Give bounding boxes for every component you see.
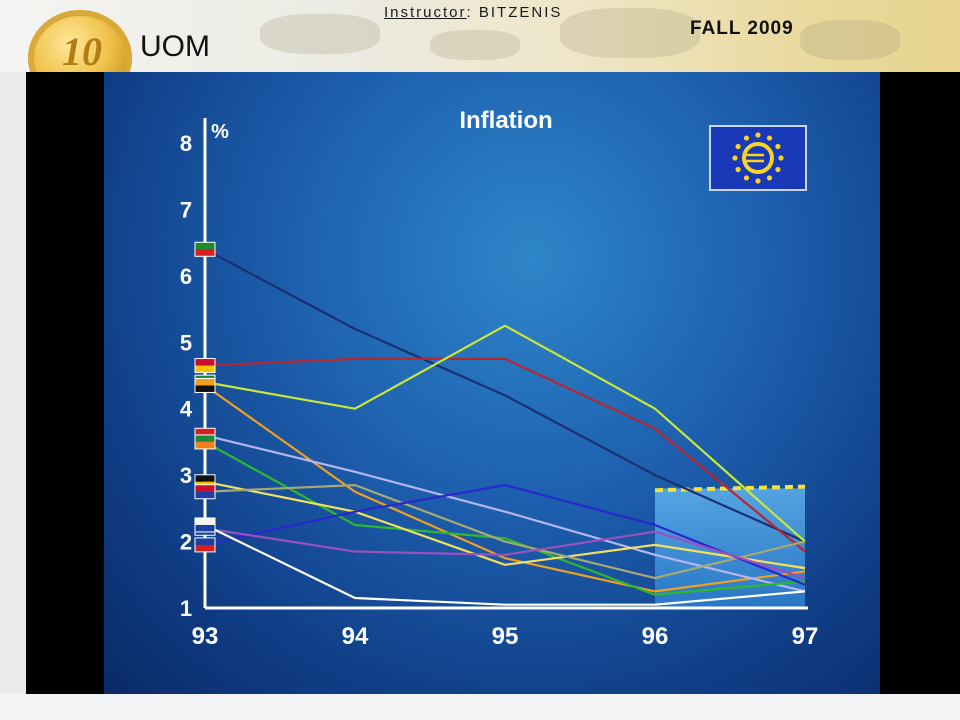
series-line <box>204 440 806 596</box>
map-background <box>430 30 520 60</box>
x-tick-label: 95 <box>492 623 519 650</box>
eu-star <box>735 143 741 150</box>
country-flag-icon <box>194 358 216 374</box>
x-tick-label: 93 <box>192 623 219 650</box>
country-flag-icon <box>194 517 216 533</box>
y-tick-label: 3 <box>180 463 192 488</box>
country-flag-icon <box>194 377 216 393</box>
series-line <box>204 480 806 570</box>
eu-star <box>775 143 781 150</box>
y-tick-label: 1 <box>180 596 192 621</box>
series-line <box>204 384 806 593</box>
eu-star <box>732 155 738 161</box>
eu-star <box>743 135 750 141</box>
chart-title: Inflation <box>459 107 552 134</box>
map-background <box>800 20 900 60</box>
y-axis-unit: % <box>211 121 229 143</box>
country-flag-icon <box>194 537 216 553</box>
y-tick-label: 7 <box>180 197 192 222</box>
eu-star <box>775 166 781 173</box>
y-tick-label: 4 <box>180 397 193 422</box>
left-margin <box>0 72 26 694</box>
series-line <box>204 357 806 553</box>
y-tick-label: 2 <box>180 530 192 555</box>
coin-denomination: 10 <box>62 29 102 72</box>
euro-flag <box>709 125 807 191</box>
series-line <box>204 527 806 580</box>
y-tick-label: 6 <box>180 264 192 289</box>
x-tick-label: 96 <box>642 623 669 650</box>
y-tick-label: 8 <box>180 131 192 156</box>
instructor-name: : BITZENIS <box>466 4 563 21</box>
map-background <box>260 14 380 54</box>
country-flag-icon <box>194 434 216 450</box>
eu-star <box>766 135 773 141</box>
eu-star <box>778 155 784 161</box>
slide-footer <box>0 694 960 720</box>
semester-label: FALL 2009 <box>690 18 794 39</box>
instructor-line: Instructor: BITZENIS <box>384 4 562 21</box>
country-flag-icon <box>194 241 216 257</box>
series-line <box>204 324 806 543</box>
eu-star <box>766 175 773 181</box>
eu-star <box>735 166 741 173</box>
eu-star <box>743 175 750 181</box>
series-line <box>204 523 806 606</box>
x-tick-label: 97 <box>792 623 819 650</box>
series-line <box>204 484 806 586</box>
series-line <box>204 484 806 580</box>
series-line <box>204 248 806 543</box>
map-background <box>560 8 700 58</box>
eu-stars <box>732 132 784 184</box>
eu-star <box>755 178 761 184</box>
uom-logo-text: UOM <box>140 30 210 63</box>
slide-header: 10 UOM Instructor: BITZENIS FALL 2009 <box>0 0 960 72</box>
euro-coin-logo: 10 <box>28 10 132 72</box>
x-tick-label: 94 <box>342 623 369 650</box>
eu-star <box>755 132 761 138</box>
euro-symbol <box>742 142 774 174</box>
country-flag-icon <box>194 484 216 500</box>
instructor-label: Instructor <box>384 4 467 21</box>
y-tick-label: 5 <box>180 330 192 355</box>
